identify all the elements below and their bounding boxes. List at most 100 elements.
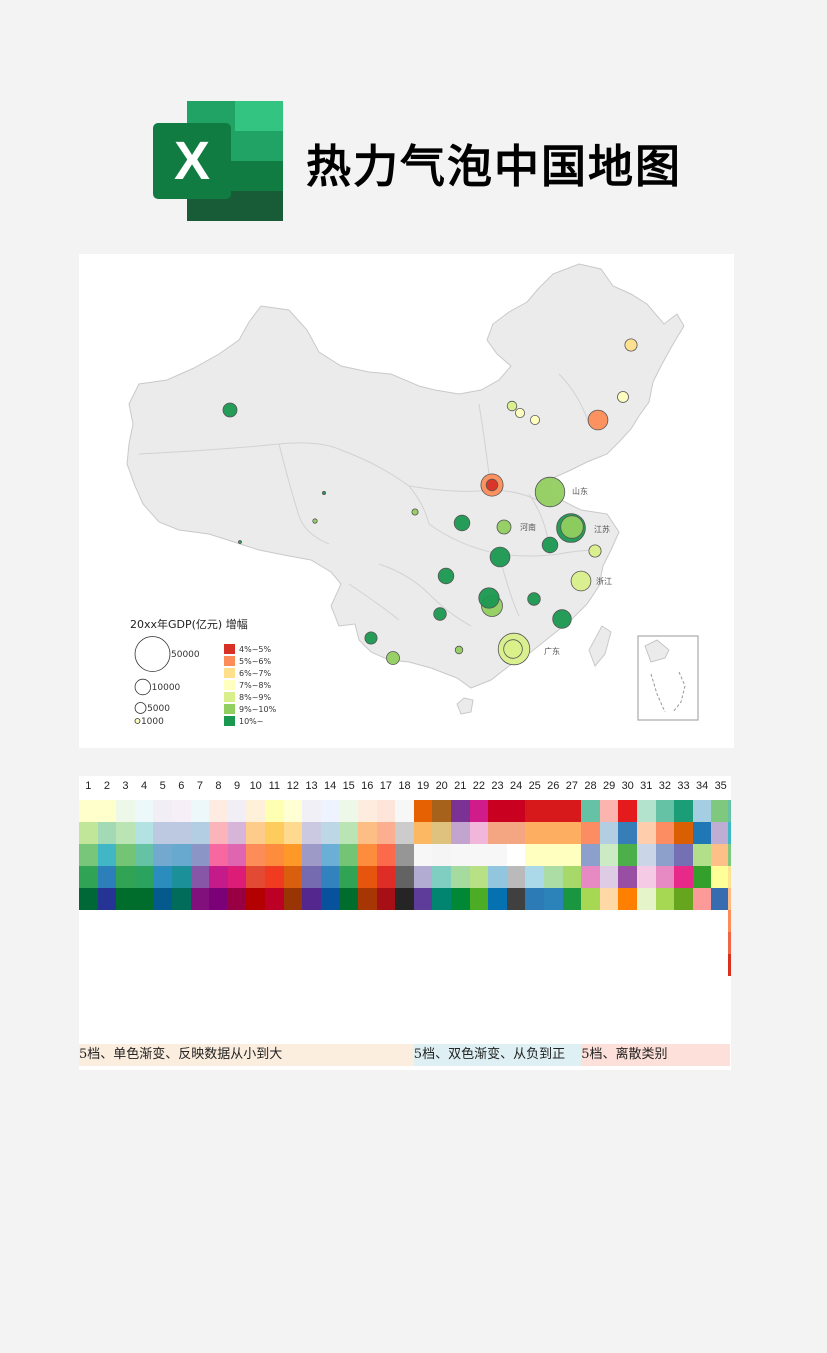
palette-swatch xyxy=(692,822,712,844)
color-legend-swatch xyxy=(224,716,235,726)
palette-swatch xyxy=(79,822,98,844)
palette-swatch xyxy=(376,822,396,844)
size-legend-circle xyxy=(134,702,147,714)
palette-column-number: 33 xyxy=(677,780,690,792)
palette-swatch xyxy=(692,800,712,822)
palette-swatch xyxy=(320,866,340,888)
palette-swatch xyxy=(469,866,489,888)
color-legend: 4%~5% 5%~6% 6%~7% 7%~8% 8%~9% 9%~10% 10%~ xyxy=(224,644,277,726)
province-label: 山东 xyxy=(572,486,588,496)
palette-swatch xyxy=(637,888,656,910)
palette-swatch xyxy=(432,866,451,888)
palette-swatch xyxy=(320,844,340,866)
gdp-bubble xyxy=(534,476,566,508)
palette-column-number: 34 xyxy=(695,780,709,792)
palette-swatch xyxy=(134,888,154,910)
palette-swatch xyxy=(134,844,154,866)
palette-swatch xyxy=(674,800,693,822)
palette-column-number: 3 xyxy=(122,780,129,792)
palette-swatch xyxy=(190,866,210,888)
map-card: 山东 江苏 河南 浙江 广东 20xx年GDP(亿元) 增幅 50000 1000… xyxy=(79,254,734,748)
palette-edge-swatch xyxy=(728,932,731,954)
gdp-bubble xyxy=(437,567,455,585)
header: X 热力气泡中国地图 xyxy=(0,96,827,226)
palette-swatch xyxy=(506,866,526,888)
palette-edge-swatch xyxy=(728,844,731,866)
palette-swatch xyxy=(469,888,489,910)
palette-swatch xyxy=(134,822,154,844)
palette-column-number: 31 xyxy=(640,780,653,792)
palette-group-label: 5档、双色渐变、从负到正 xyxy=(413,1044,582,1066)
palette-swatch xyxy=(376,844,396,866)
palette-swatch xyxy=(581,888,600,910)
palette-column-number: 21 xyxy=(454,780,467,792)
palette-swatch xyxy=(581,822,600,844)
palette-swatch xyxy=(172,800,191,822)
gdp-bubble xyxy=(506,400,518,412)
palette-edge-swatch xyxy=(728,910,731,932)
palette-edge-swatch xyxy=(728,800,731,822)
palette-swatch xyxy=(190,844,210,866)
palette-swatch xyxy=(79,800,98,822)
palette-swatch xyxy=(451,822,470,844)
palette-column-number: 27 xyxy=(565,780,579,792)
palette-swatch xyxy=(562,800,582,822)
palette-swatch xyxy=(376,888,396,910)
palette-swatch xyxy=(413,844,433,866)
size-legend-label: 1000 xyxy=(141,717,164,727)
palette-column-number: 20 xyxy=(435,780,448,792)
palette-group-label: 5档、单色渐变、反映数据从小到大 xyxy=(79,1044,414,1066)
palette-swatch xyxy=(618,800,637,822)
palette-swatch xyxy=(432,888,451,910)
palette-column-number: 6 xyxy=(178,780,185,792)
palette-swatch xyxy=(246,888,265,910)
map-legend: 20xx年GDP(亿元) 增幅 50000 10000 5000 1000 4%~5%… xyxy=(130,617,277,727)
palette-swatch xyxy=(451,866,470,888)
palette-column-number: 16 xyxy=(361,780,374,792)
palette-swatch xyxy=(97,866,117,888)
size-legend-circle xyxy=(134,636,171,672)
gdp-bubble xyxy=(433,607,447,621)
color-legend-label: 5%~6% xyxy=(239,657,271,666)
gdp-bubble xyxy=(453,514,471,532)
palette-column-numbers: 1 2 3 4 5 6 7 8 9 10 11 12 13 14 15 16 17 18 19 20 21 22 23 24 2… xyxy=(79,780,731,798)
palette-swatch xyxy=(451,844,470,866)
color-legend-swatch xyxy=(224,704,235,714)
china-outline xyxy=(126,263,685,715)
south-china-sea-inset xyxy=(637,635,699,721)
palette-swatch xyxy=(97,800,117,822)
palette-swatch xyxy=(544,822,563,844)
gdp-bubble xyxy=(624,338,638,352)
palette-edge-swatch xyxy=(728,822,731,844)
size-legend-circle xyxy=(134,718,141,724)
gdp-bubble xyxy=(503,639,523,659)
palette-swatch xyxy=(488,822,507,844)
size-legend-circle xyxy=(134,678,152,696)
palette-swatch xyxy=(525,800,544,822)
palette-swatch xyxy=(227,844,247,866)
palette-swatch xyxy=(265,888,284,910)
china-bubble-map: 山东 江苏 河南 浙江 广东 20xx年GDP(亿元) 增幅 50000 1000… xyxy=(126,263,699,727)
palette-swatch xyxy=(637,822,656,844)
palette-swatch xyxy=(525,866,544,888)
palette-swatch xyxy=(711,888,730,910)
palette-column-number: 26 xyxy=(547,780,560,792)
color-legend-swatch xyxy=(224,668,235,678)
palette-swatch xyxy=(432,822,451,844)
palette-swatch xyxy=(97,888,117,910)
palette-swatch xyxy=(655,888,675,910)
palette-swatch xyxy=(376,866,396,888)
palette-swatch xyxy=(544,866,563,888)
palette-edge-swatch xyxy=(728,888,731,910)
palette-column-number: 19 xyxy=(416,780,430,792)
gdp-bubble xyxy=(411,508,419,516)
palette-swatch xyxy=(283,844,303,866)
palette-column-number: 14 xyxy=(323,780,337,792)
palette-swatch xyxy=(544,844,563,866)
palette-swatch xyxy=(562,866,582,888)
gdp-bubble xyxy=(454,645,464,655)
gdp-bubble xyxy=(364,631,378,645)
gdp-bubble xyxy=(386,651,400,665)
gdp-bubble xyxy=(588,544,602,558)
province-label: 浙江 xyxy=(596,576,612,586)
